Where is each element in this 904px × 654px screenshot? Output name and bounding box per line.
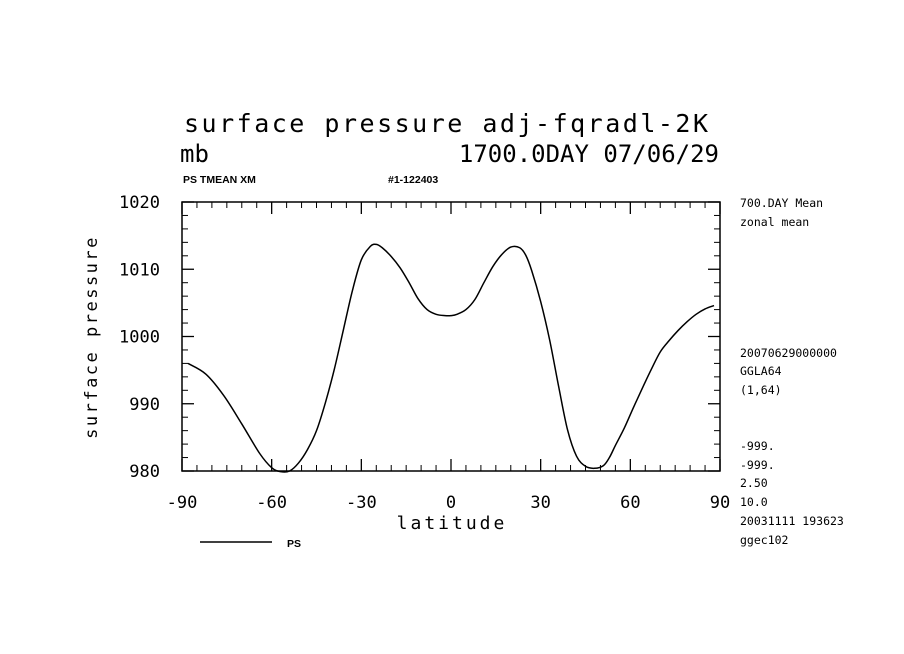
y-tick-label: 980 [129, 462, 160, 482]
y-axis-label: surface pressure [82, 235, 102, 439]
plot-frame [181, 201, 721, 472]
index-label: (1,64) [740, 383, 782, 397]
x-tick-label: -30 [346, 493, 377, 513]
unit-label: mb [180, 140, 209, 168]
x-tick-label: -60 [256, 493, 287, 513]
day-stamp: 1700.0DAY 07/06/29 [459, 140, 719, 168]
grid-label: GGLA64 [740, 364, 782, 378]
series-group [187, 243, 715, 473]
missing-value-1: -999. [740, 439, 775, 453]
y-axis: 980 990 1000 1010 1020 [119, 193, 720, 482]
x-tick-label: 60 [620, 493, 640, 513]
run-id: #1-122403 [388, 174, 438, 186]
x-tick-label: 30 [530, 493, 550, 513]
chart-title: surface pressure adj-fqradl-2K [184, 109, 711, 138]
x-tick-label: 0 [446, 493, 456, 513]
missing-value-2: -999. [740, 458, 775, 472]
value-2: 10.0 [740, 495, 768, 509]
y-tick-label: 1020 [119, 193, 160, 213]
x-tick-label: -90 [167, 493, 198, 513]
timestamp: 20031111 193623 [740, 514, 844, 528]
x-axis-label: latitude [397, 513, 508, 534]
y-tick-label: 1010 [119, 260, 160, 280]
series-line-ps [187, 243, 715, 473]
legend-label: PS [287, 538, 301, 550]
host-label: ggec102 [740, 533, 788, 547]
y-tick-label: 990 [129, 395, 160, 415]
variable-label: PS TMEAN XM [183, 174, 256, 186]
y-tick-label: 1000 [119, 328, 160, 348]
minor-ticks [182, 202, 720, 471]
legend: PS [200, 538, 301, 550]
mean-label: 700.DAY Mean [740, 196, 823, 210]
x-axis: -90 -60 -30 0 30 60 90 [167, 202, 730, 513]
zonal-mean-label: zonal mean [740, 215, 809, 229]
value-1: 2.50 [740, 476, 768, 490]
date-code: 20070629000000 [740, 346, 837, 360]
x-tick-label: 90 [710, 493, 730, 513]
